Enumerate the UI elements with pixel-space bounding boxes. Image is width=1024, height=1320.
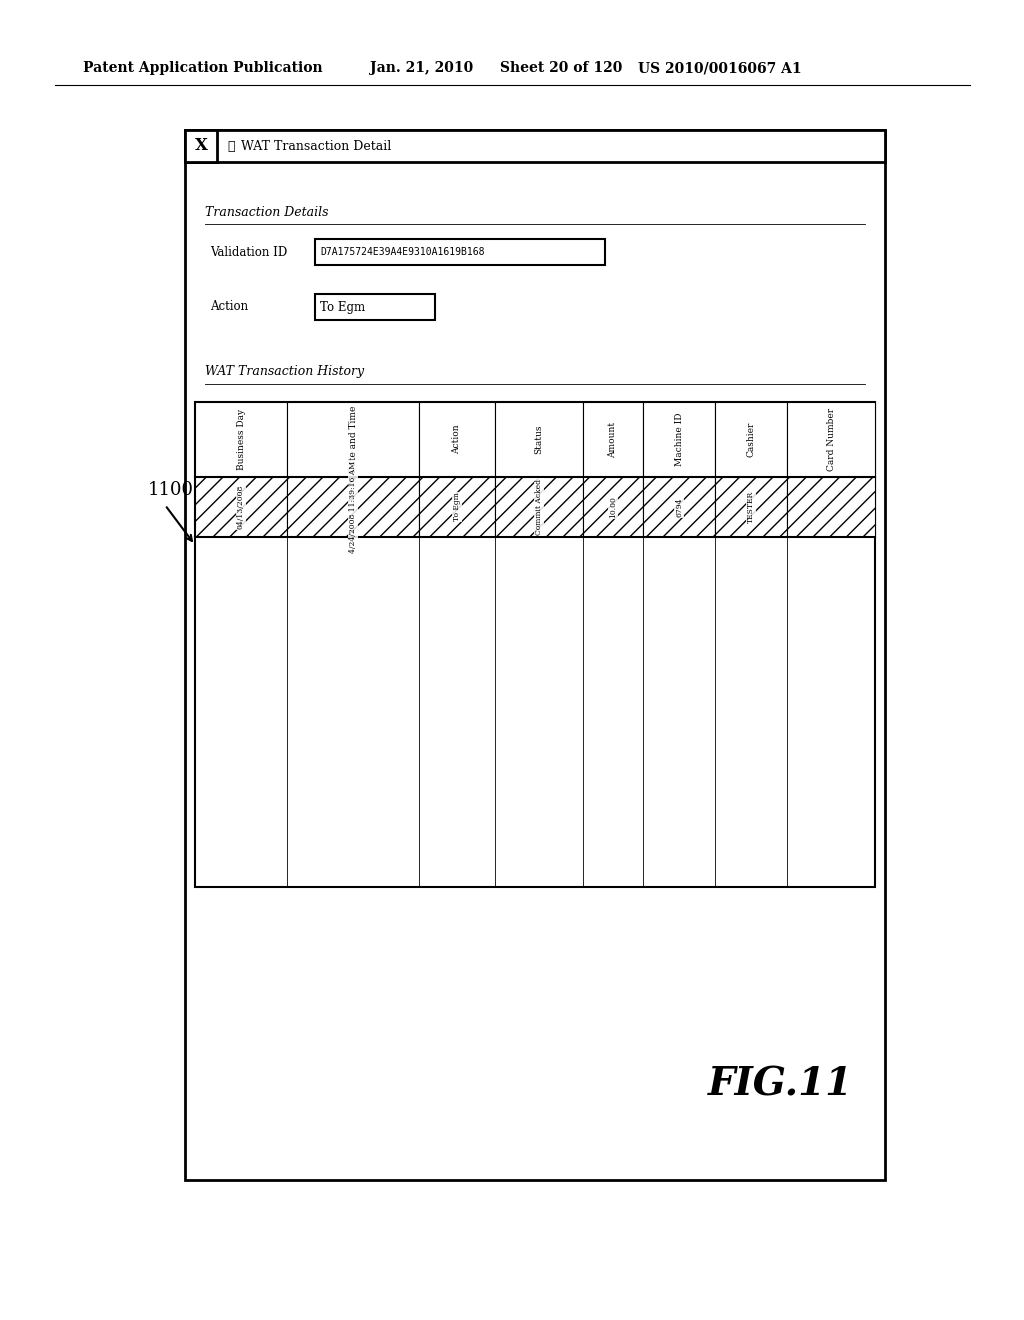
Bar: [643, 403, 715, 477]
Bar: [715, 477, 787, 537]
Bar: [195, 403, 287, 477]
Bar: [643, 477, 715, 537]
Bar: [715, 403, 787, 477]
Text: 1100: 1100: [148, 480, 194, 499]
Text: To Egm: To Egm: [453, 492, 461, 521]
Bar: [419, 477, 495, 537]
Text: FIG.11: FIG.11: [708, 1067, 853, 1104]
Text: Patent Application Publication: Patent Application Publication: [83, 61, 323, 75]
Bar: [287, 403, 419, 477]
Text: Commit Acked: Commit Acked: [535, 479, 543, 535]
Bar: [583, 477, 643, 537]
Bar: [195, 477, 287, 537]
Text: US 2010/0016067 A1: US 2010/0016067 A1: [638, 61, 802, 75]
Text: Action: Action: [453, 425, 462, 454]
Bar: [185, 129, 885, 1180]
Bar: [185, 129, 217, 162]
Bar: [419, 403, 495, 477]
Text: Sheet 20 of 120: Sheet 20 of 120: [500, 61, 623, 75]
Text: WAT Transaction History: WAT Transaction History: [205, 366, 365, 379]
Text: 10.00: 10.00: [609, 496, 617, 517]
Bar: [495, 403, 583, 477]
Bar: [185, 129, 885, 162]
Bar: [583, 403, 643, 477]
Bar: [787, 477, 874, 537]
Text: Transaction Details: Transaction Details: [205, 206, 329, 219]
Text: Action: Action: [210, 301, 248, 314]
Bar: [195, 477, 874, 537]
Text: TESTER: TESTER: [746, 491, 755, 523]
Text: To Egm: To Egm: [319, 301, 366, 314]
Text: Amount: Amount: [608, 421, 617, 458]
Text: Date and Time: Date and Time: [348, 405, 357, 473]
Text: Machine ID: Machine ID: [675, 413, 683, 466]
Text: 4/24/2008 11:39:16 AM: 4/24/2008 11:39:16 AM: [349, 461, 357, 553]
Text: Ⓜ: Ⓜ: [227, 140, 234, 153]
Text: 04/13/2008: 04/13/2008: [237, 484, 245, 529]
Bar: [195, 537, 874, 887]
Bar: [315, 239, 605, 265]
Text: Card Number: Card Number: [826, 408, 836, 471]
Text: D7A175724E39A4E9310A1619B168: D7A175724E39A4E9310A1619B168: [319, 247, 484, 257]
Bar: [787, 403, 874, 477]
Text: Cashier: Cashier: [746, 422, 756, 457]
Text: WAT Transaction Detail: WAT Transaction Detail: [241, 140, 391, 153]
Text: 6794: 6794: [675, 498, 683, 516]
Bar: [495, 477, 583, 537]
Text: X: X: [195, 137, 208, 154]
Text: Validation ID: Validation ID: [210, 246, 288, 259]
Bar: [287, 477, 419, 537]
Bar: [315, 294, 435, 319]
Bar: [195, 403, 874, 477]
Text: Jan. 21, 2010: Jan. 21, 2010: [370, 61, 473, 75]
Text: Status: Status: [535, 425, 544, 454]
Text: Business Day: Business Day: [237, 409, 246, 470]
